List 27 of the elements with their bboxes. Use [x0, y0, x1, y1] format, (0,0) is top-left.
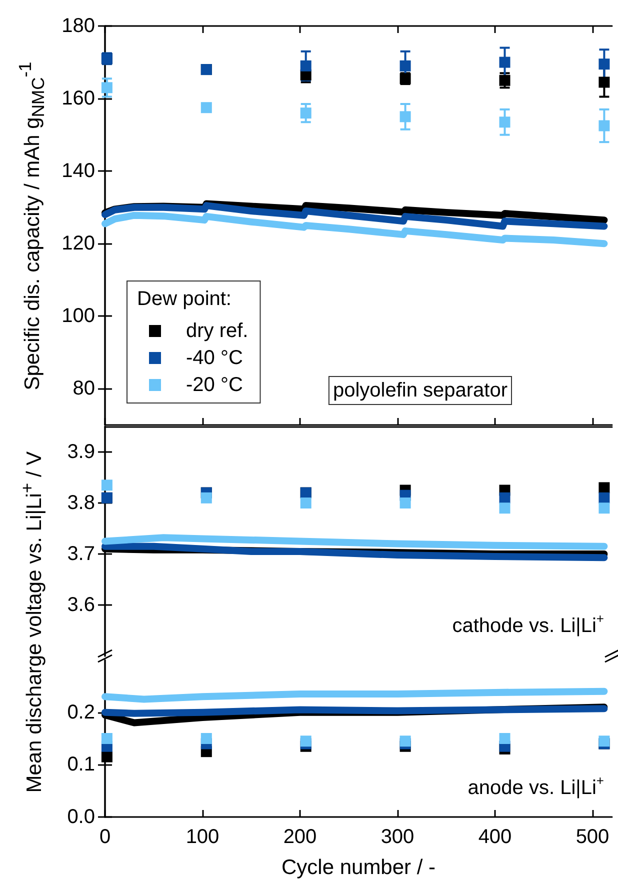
x-tick-label: 0: [99, 826, 111, 848]
y-tick-label: 0.1: [67, 754, 95, 776]
y-tick-label: 0.0: [67, 806, 95, 828]
legend-label: dry ref.: [186, 320, 248, 342]
y-tick-label: 80: [72, 378, 95, 400]
y-tick-label: 3.9: [67, 441, 95, 463]
y-tick-label: 3.7: [67, 543, 95, 565]
legend-label: -40 °C: [186, 347, 243, 369]
legend-title: Dew point:: [137, 288, 232, 310]
x-tick-label: 200: [283, 826, 317, 848]
x-tick-label: 300: [380, 826, 414, 848]
annotation: cathode vs. Li|Li+: [452, 611, 604, 637]
x-tick-label: 500: [576, 826, 610, 848]
annotation: anode vs. Li|Li+: [468, 773, 604, 799]
annotation: polyolefin separator: [332, 380, 508, 402]
y-tick-label: 140: [62, 160, 95, 182]
x-tick-label: 400: [478, 826, 512, 848]
y-tick-label: 160: [62, 88, 95, 110]
y-tick-label: 3.6: [67, 594, 95, 616]
y-tick-label: 120: [62, 232, 95, 255]
x-tick-label: 100: [186, 826, 220, 848]
y-tick-label: 100: [62, 305, 95, 328]
legend-label: -20 °C: [186, 374, 243, 396]
x-axis-title: Cycle number / -: [281, 856, 436, 879]
y-tick-label: 180: [62, 15, 95, 37]
y-tick-label: 0.2: [67, 701, 95, 724]
y-tick-label: 3.8: [67, 492, 95, 514]
